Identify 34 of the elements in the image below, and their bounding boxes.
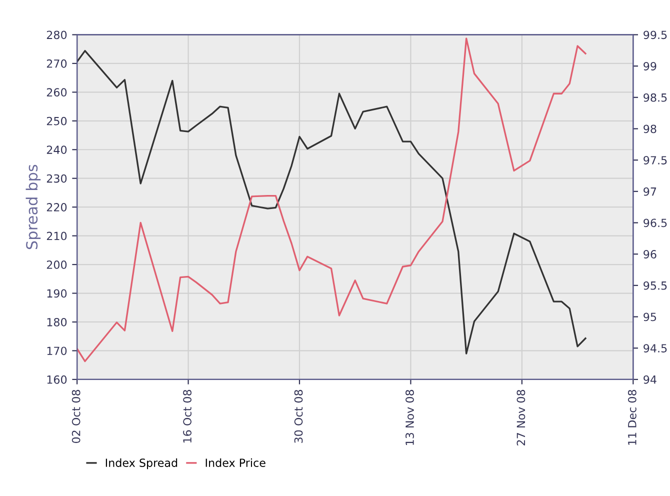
x-tick-label: 13 Nov 08 [406,390,414,445]
y-tick-label: 170 [47,346,67,356]
y2-tick-label: 95.5 [644,281,667,290]
y-tick-label: 180 [47,318,67,326]
y-tick-label: 270 [46,59,67,68]
y2-tick-label: 97.5 [644,156,667,164]
legend-label: Index Spread [106,458,178,470]
y2-tick-label: 95 [644,312,656,322]
x-tick-label: 30 Oct 08 [294,390,303,443]
y-tick-label: 230 [46,174,67,183]
x-tick-label: 27 Nov 08 [516,390,526,446]
x-tick-label: 11 Dec 08 [628,390,636,445]
y2-tick-label: 98 [644,124,656,134]
y-tick-label: 250 [46,116,67,126]
y-tick-label: 190 [47,289,67,298]
legend-label: Index Price [206,458,266,467]
y2-tick-label: 96 [644,250,656,258]
y-tick-label: 220 [46,203,67,212]
y2-tick-label: 99 [644,62,656,70]
y-tick-label: 200 [46,260,67,269]
x-tick-label: 02 Oct 08 [72,390,80,443]
y2-tick-label: 94 [644,375,656,384]
y2-tick-label: 99.5 [644,30,667,40]
y-tick-label: 240 [46,146,67,154]
y2-tick-label: 97 [644,187,656,196]
y-tick-label: 260 [46,88,67,97]
y-tick-label: 210 [46,232,67,240]
y-tick-label: 160 [47,375,67,384]
y-tick-label: 280 [46,30,67,40]
x-tick-label: 16 Oct 08 [183,390,192,442]
y2-tick-label: 94.5 [644,344,667,352]
y2-tick-label: 98.5 [644,93,667,102]
y-axis-title: Spread bps [26,164,41,250]
y2-tick-label: 96.5 [644,218,667,228]
